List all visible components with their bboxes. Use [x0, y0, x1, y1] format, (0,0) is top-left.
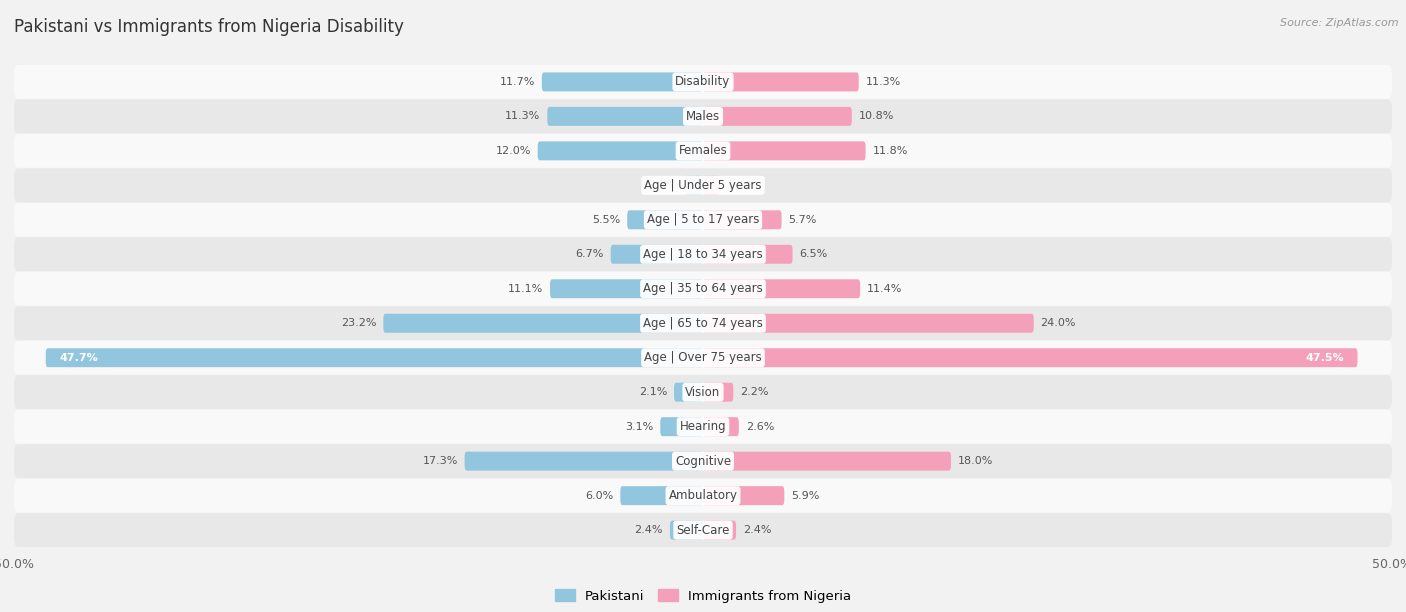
Text: Pakistani vs Immigrants from Nigeria Disability: Pakistani vs Immigrants from Nigeria Dis… — [14, 18, 404, 36]
Text: Age | Over 75 years: Age | Over 75 years — [644, 351, 762, 364]
Text: 11.3%: 11.3% — [505, 111, 540, 121]
Text: 6.5%: 6.5% — [800, 249, 828, 259]
FancyBboxPatch shape — [14, 444, 1392, 478]
FancyBboxPatch shape — [464, 452, 703, 471]
FancyBboxPatch shape — [685, 176, 703, 195]
Text: 2.4%: 2.4% — [742, 525, 772, 535]
FancyBboxPatch shape — [703, 348, 1358, 367]
FancyBboxPatch shape — [14, 307, 1392, 340]
Text: Males: Males — [686, 110, 720, 123]
FancyBboxPatch shape — [14, 203, 1392, 237]
FancyBboxPatch shape — [14, 410, 1392, 444]
FancyBboxPatch shape — [14, 168, 1392, 202]
Legend: Pakistani, Immigrants from Nigeria: Pakistani, Immigrants from Nigeria — [550, 584, 856, 608]
Text: Hearing: Hearing — [679, 420, 727, 433]
FancyBboxPatch shape — [14, 65, 1392, 99]
FancyBboxPatch shape — [703, 245, 793, 264]
Text: 11.8%: 11.8% — [873, 146, 908, 156]
Text: 2.4%: 2.4% — [634, 525, 664, 535]
FancyBboxPatch shape — [384, 314, 703, 333]
Text: Age | Under 5 years: Age | Under 5 years — [644, 179, 762, 192]
Text: Age | 35 to 64 years: Age | 35 to 64 years — [643, 282, 763, 295]
Text: 2.1%: 2.1% — [638, 387, 668, 397]
FancyBboxPatch shape — [703, 382, 734, 401]
Text: Vision: Vision — [685, 386, 721, 398]
Text: Age | 18 to 34 years: Age | 18 to 34 years — [643, 248, 763, 261]
FancyBboxPatch shape — [703, 107, 852, 126]
Text: 47.5%: 47.5% — [1305, 353, 1344, 363]
Text: 47.7%: 47.7% — [59, 353, 98, 363]
FancyBboxPatch shape — [703, 486, 785, 505]
Text: 5.5%: 5.5% — [592, 215, 620, 225]
Text: 6.7%: 6.7% — [575, 249, 603, 259]
FancyBboxPatch shape — [669, 521, 703, 540]
FancyBboxPatch shape — [703, 279, 860, 298]
FancyBboxPatch shape — [14, 237, 1392, 271]
Text: 11.7%: 11.7% — [499, 77, 534, 87]
Text: 1.3%: 1.3% — [650, 181, 678, 190]
FancyBboxPatch shape — [703, 141, 866, 160]
Text: 23.2%: 23.2% — [340, 318, 377, 328]
FancyBboxPatch shape — [547, 107, 703, 126]
Text: Self-Care: Self-Care — [676, 524, 730, 537]
Text: 11.3%: 11.3% — [866, 77, 901, 87]
FancyBboxPatch shape — [703, 452, 950, 471]
Text: 11.1%: 11.1% — [508, 284, 543, 294]
Text: Ambulatory: Ambulatory — [668, 489, 738, 502]
Text: 5.9%: 5.9% — [792, 491, 820, 501]
FancyBboxPatch shape — [627, 211, 703, 230]
Text: Cognitive: Cognitive — [675, 455, 731, 468]
FancyBboxPatch shape — [14, 513, 1392, 547]
FancyBboxPatch shape — [620, 486, 703, 505]
Text: 2.2%: 2.2% — [740, 387, 769, 397]
Text: Age | 5 to 17 years: Age | 5 to 17 years — [647, 214, 759, 226]
Text: 5.7%: 5.7% — [789, 215, 817, 225]
Text: 10.8%: 10.8% — [859, 111, 894, 121]
FancyBboxPatch shape — [14, 272, 1392, 305]
Text: 12.0%: 12.0% — [495, 146, 531, 156]
Text: Source: ZipAtlas.com: Source: ZipAtlas.com — [1281, 18, 1399, 28]
Text: 11.4%: 11.4% — [868, 284, 903, 294]
Text: 24.0%: 24.0% — [1040, 318, 1076, 328]
Text: 17.3%: 17.3% — [422, 456, 458, 466]
FancyBboxPatch shape — [14, 134, 1392, 168]
Text: 6.0%: 6.0% — [585, 491, 613, 501]
FancyBboxPatch shape — [703, 72, 859, 91]
FancyBboxPatch shape — [14, 479, 1392, 512]
Text: 18.0%: 18.0% — [957, 456, 993, 466]
FancyBboxPatch shape — [703, 211, 782, 230]
FancyBboxPatch shape — [537, 141, 703, 160]
Text: Females: Females — [679, 144, 727, 157]
FancyBboxPatch shape — [541, 72, 703, 91]
FancyBboxPatch shape — [703, 176, 720, 195]
FancyBboxPatch shape — [14, 375, 1392, 409]
FancyBboxPatch shape — [661, 417, 703, 436]
FancyBboxPatch shape — [550, 279, 703, 298]
FancyBboxPatch shape — [703, 521, 737, 540]
FancyBboxPatch shape — [14, 100, 1392, 133]
Text: 2.6%: 2.6% — [745, 422, 775, 431]
FancyBboxPatch shape — [46, 348, 703, 367]
FancyBboxPatch shape — [673, 382, 703, 401]
FancyBboxPatch shape — [703, 417, 738, 436]
Text: Age | 65 to 74 years: Age | 65 to 74 years — [643, 317, 763, 330]
Text: 3.1%: 3.1% — [626, 422, 654, 431]
Text: 1.2%: 1.2% — [727, 181, 755, 190]
FancyBboxPatch shape — [14, 341, 1392, 375]
Text: Disability: Disability — [675, 75, 731, 88]
FancyBboxPatch shape — [703, 314, 1033, 333]
FancyBboxPatch shape — [610, 245, 703, 264]
